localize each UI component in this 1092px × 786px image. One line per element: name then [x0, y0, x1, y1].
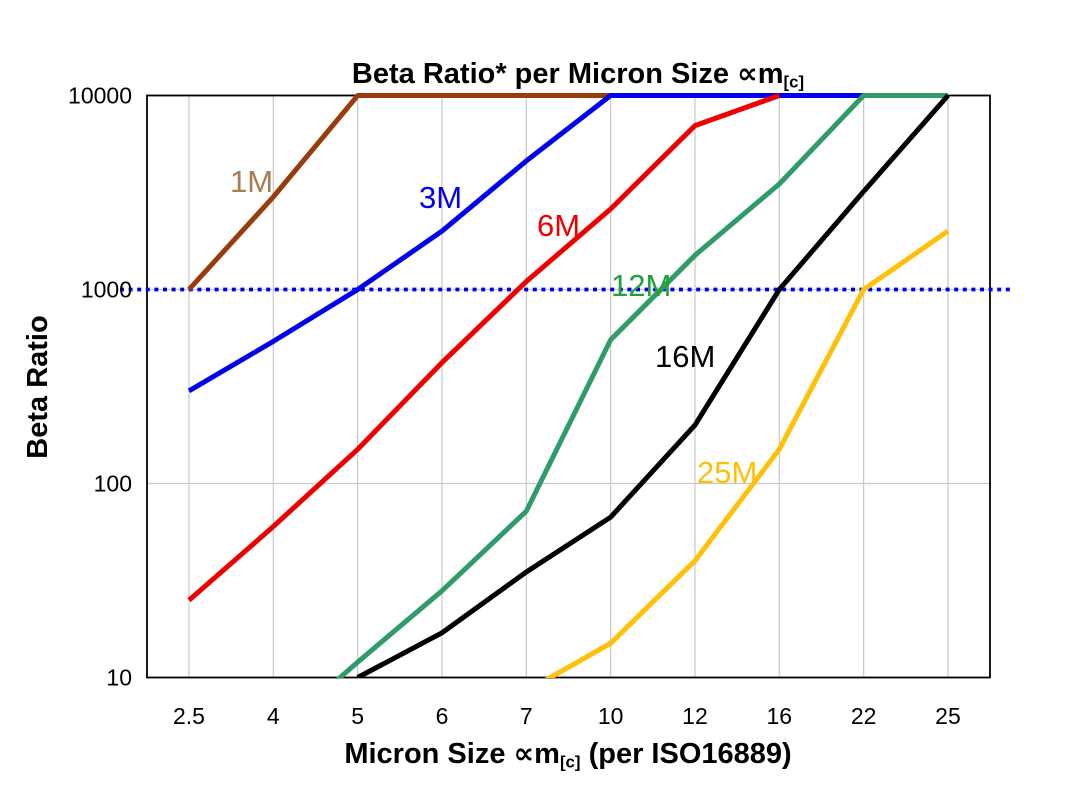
y-axis-title: Beta Ratio [22, 315, 54, 459]
series-label-16M: 16M [655, 339, 715, 374]
y-tick-label: 100 [94, 471, 132, 497]
x-axis-title-text: Micron Size ∝m [344, 738, 560, 770]
chart-title-text: Beta Ratio* per Micron Size ∝m [351, 58, 784, 90]
x-tick-label: 7 [520, 703, 533, 729]
series-line-25M [544, 229, 950, 678]
x-axis-title: Micron Size ∝m[c] (per ISO16889) [22, 737, 1092, 780]
series-label-3M: 3M [419, 180, 462, 215]
y-tick-label: 1000 [81, 277, 132, 303]
x-tick-label: 25 [935, 703, 961, 729]
series-lines [187, 93, 950, 678]
y-tick-label: 10 [106, 665, 132, 691]
series-label-6M: 6M [537, 208, 580, 243]
chart-title-subscript: [c] [783, 72, 805, 92]
series-line-3M [187, 93, 864, 394]
series-line-16M [356, 93, 950, 678]
x-tick-label: 22 [851, 703, 877, 729]
series-line-1M [187, 93, 611, 292]
x-tick-label: 6 [436, 703, 449, 729]
x-tick-label: 5 [351, 703, 364, 729]
series-label-25M: 25M [697, 455, 757, 490]
series-line-6M [187, 93, 781, 603]
x-tick-label: 2.5 [173, 703, 205, 729]
gridlines [147, 95, 990, 678]
x-tick-label: 10 [598, 703, 624, 729]
x-tick-label: 16 [767, 703, 793, 729]
x-axis-title-subscript: [c] [559, 752, 581, 772]
series-label-1M: 1M [230, 164, 273, 199]
y-tick-label: 10000 [68, 83, 132, 109]
series-label-12M: 12M [611, 268, 671, 303]
series-line-12M [335, 93, 948, 678]
x-axis-title-rest: (per ISO16889) [580, 738, 792, 770]
x-tick-label: 12 [682, 703, 708, 729]
x-tick-label: 4 [267, 703, 280, 729]
chart-title: Beta Ratio* per Micron Size ∝m[c] [56, 57, 1092, 100]
